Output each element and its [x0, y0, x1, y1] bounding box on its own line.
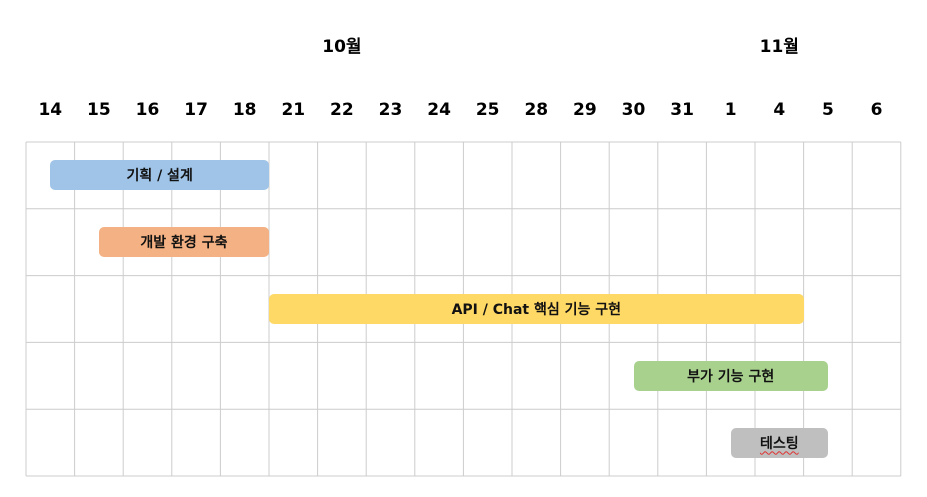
task-bar-label: 테스팅 [759, 435, 799, 452]
task-bar-label: API / Chat 핵심 기능 구현 [451, 302, 622, 318]
task-bar: 개발 환경 구축 [98, 227, 269, 258]
day-tick-label: 5 [821, 100, 834, 120]
day-tick-label: 14 [38, 100, 63, 120]
day-tick-label: 23 [378, 100, 403, 120]
day-tick-label: 22 [330, 100, 354, 120]
task-bar: API / Chat 핵심 기능 구현 [269, 294, 804, 324]
day-tick-label: 15 [87, 100, 111, 120]
day-tick-label: 16 [135, 100, 160, 120]
task-bar-label: 부가 기능 구현 [687, 368, 775, 385]
day-tick-label: 6 [870, 100, 883, 120]
day-tick-label: 17 [184, 100, 208, 120]
task-bar-label: 개발 환경 구축 [140, 235, 228, 252]
task-bar-label: 기획 / 설계 [126, 168, 193, 185]
day-tick-label: 21 [281, 100, 306, 120]
day-tick-label: 29 [573, 100, 597, 120]
task-bar: 부가 기능 구현 [633, 360, 828, 391]
month-label: 11월 [759, 37, 799, 57]
day-tick-label: 4 [773, 100, 786, 120]
day-tick-label: 1 [724, 100, 737, 120]
day-tick-label: 18 [232, 100, 257, 120]
day-tick-label: 24 [427, 100, 451, 120]
day-tick-label: 28 [524, 100, 549, 120]
month-label: 10월 [322, 37, 362, 57]
task-bar: 기획 / 설계 [50, 160, 269, 191]
day-tick-label: 25 [475, 100, 500, 120]
day-tick-label: 30 [621, 100, 646, 120]
task-bar: 테스팅 [730, 427, 828, 458]
day-tick-label: 31 [670, 100, 694, 120]
